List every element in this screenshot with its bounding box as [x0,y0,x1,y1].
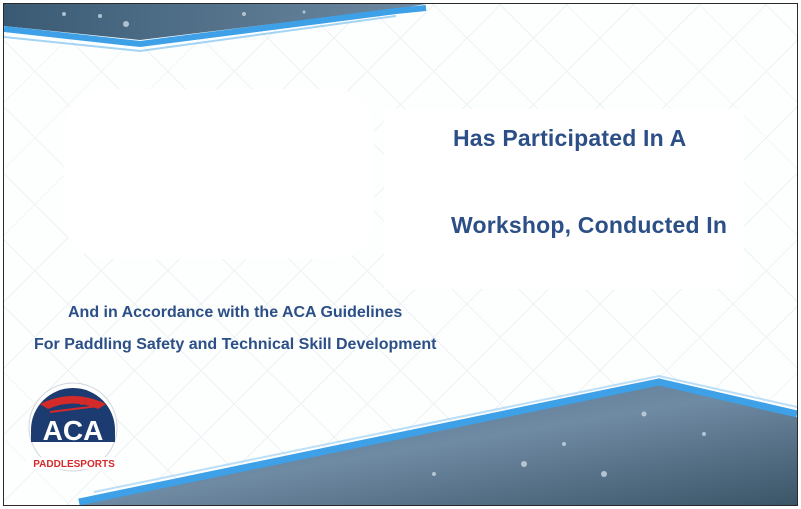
bottom-band [79,385,797,505]
aca-logo: ACA PADDLESPORTS [20,382,132,476]
workshop-line: Workshop, Conducted In [451,212,728,238]
aca-logo-graphic: ACA PADDLESPORTS [26,382,122,472]
top-band [4,4,426,40]
guideline-line-2: For Paddling Safety and Technical Skill … [34,336,437,353]
top-band-stripe [4,5,427,48]
blank-field-area [384,109,744,289]
bottom-band-stripe [78,378,797,505]
logo-tagline: PADDLESPORTS [33,459,115,470]
certificate-frame: Has Participated In A Workshop, Conducte… [3,3,798,506]
participated-line: Has Participated In A [453,125,687,151]
water-droplets [62,10,706,477]
logo-acronym: ACA [43,415,104,446]
blank-name-area [64,89,374,259]
guideline-line-1: And in Accordance with the ACA Guideline… [68,304,403,321]
decorative-bands [4,4,797,505]
